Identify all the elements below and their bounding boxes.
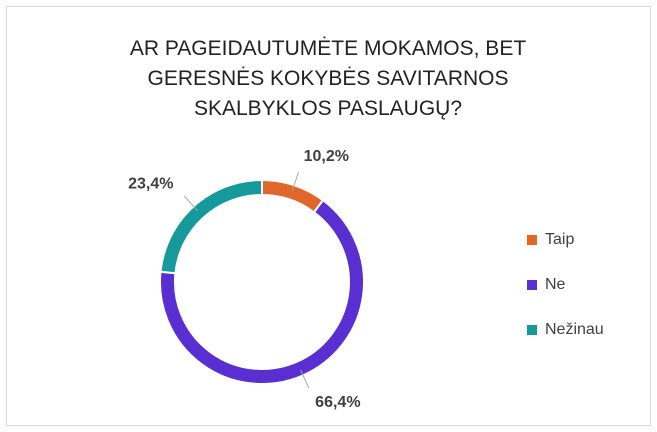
data-label: 23,4%	[128, 175, 173, 192]
data-label: 10,2%	[304, 148, 349, 165]
legend-swatch	[527, 235, 537, 245]
legend-swatch	[527, 280, 537, 290]
data-label: 66,4%	[315, 394, 360, 411]
leader-line	[183, 195, 198, 212]
legend-label: Nežinau	[545, 321, 604, 338]
legend-label: Ne	[545, 276, 566, 293]
leader-line	[291, 171, 300, 192]
donut-slice	[159, 178, 263, 275]
chart-title: AR PAGEIDAUTUMĖTE MOKAMOS, BET GERESNĖS …	[129, 37, 527, 120]
legend-swatch	[527, 325, 537, 335]
legend-label: Taip	[545, 231, 574, 248]
leader-line	[300, 369, 310, 389]
